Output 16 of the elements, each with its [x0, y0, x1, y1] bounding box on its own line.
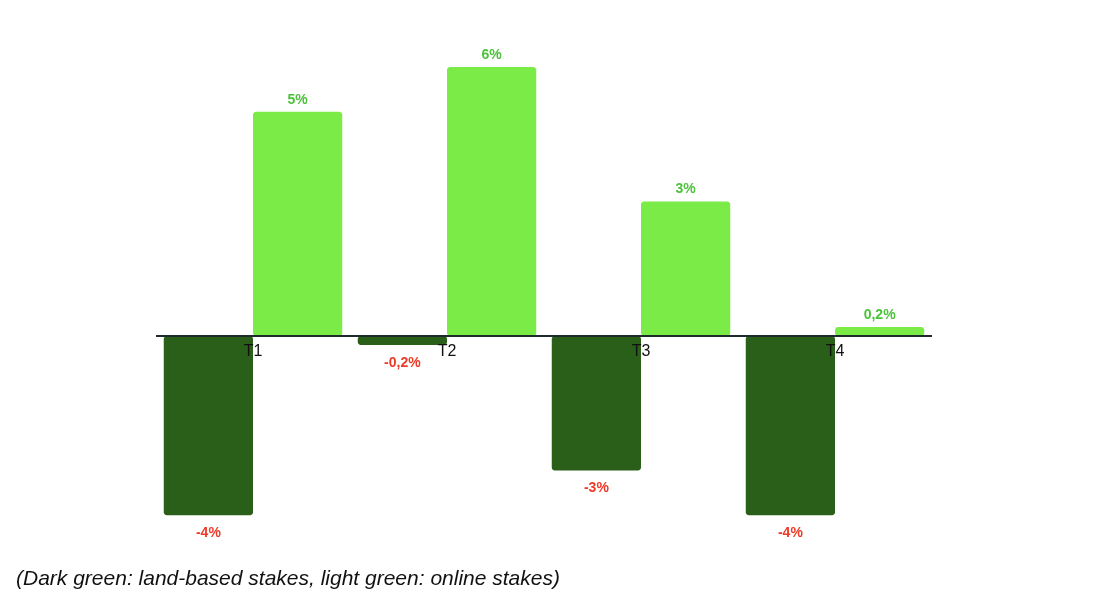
x-tick-label: T1 [243, 341, 263, 359]
bar [253, 111, 343, 336]
data-label: 5% [287, 90, 309, 107]
data-label: -4% [777, 524, 804, 541]
data-label: -4% [195, 524, 222, 541]
data-label: 3% [675, 180, 697, 197]
x-tick-label: T4 [825, 341, 845, 359]
data-label: -3% [583, 479, 610, 496]
data-label: 6% [481, 45, 503, 62]
data-label: -0,2% [384, 353, 422, 370]
bar [447, 66, 537, 336]
data-label: 0,2% [863, 306, 897, 322]
bar [641, 201, 731, 336]
x-tick-label: T2 [437, 341, 457, 359]
x-tick-label: T3 [631, 341, 651, 359]
text: (Dark green: land-based stakes, light green: online stakes) [16, 566, 560, 590]
